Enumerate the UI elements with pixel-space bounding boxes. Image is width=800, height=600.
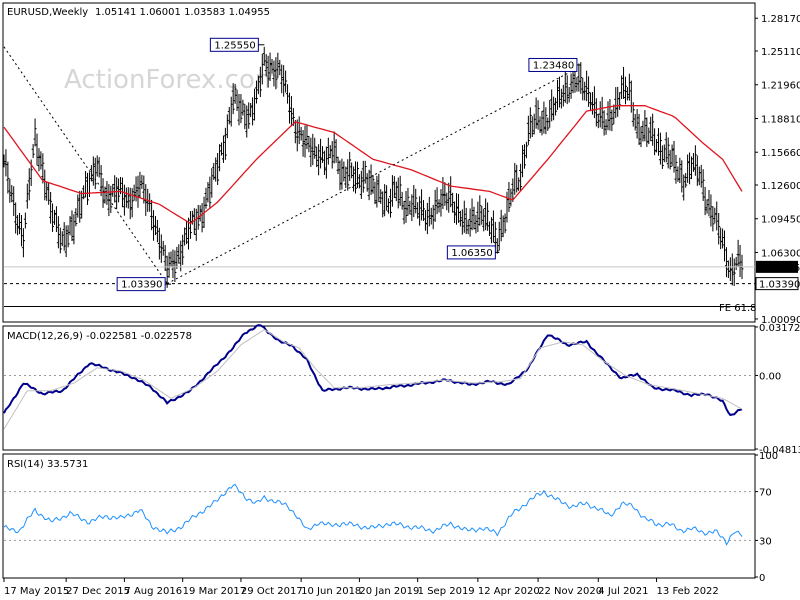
rsi-y-tick-label: 70 [759,488,772,499]
x-axis-tick-label: 12 Apr 2020 [478,586,540,597]
price-annotation-label: 1.06350 [451,248,492,259]
current-price-tag [756,260,798,273]
rsi-series-group: 100 70 30 0 [3,451,778,584]
x-axis-tick-label: 1 Sep 2019 [418,586,475,597]
trendlines-group [3,46,755,308]
price-header-symbol: EURUSD,Weekly [7,7,88,18]
x-axis-tick-label: 20 Jan 2019 [359,586,419,597]
macd-y-tick-label: 0.00 [759,371,781,382]
price-y-tick-label: 1.12600 [761,181,800,192]
support-price-tag-label: 1.03390 [759,280,800,291]
macd-y-tick-label: 0.031726 [759,323,800,334]
price-y-tick-label: 1.28170 [761,14,800,25]
rsi-panel-frame [2,453,756,579]
x-axis-tick-label: 22 Nov 2020 [538,586,602,597]
rsi-y-tick-label: 30 [759,536,772,547]
support-price-tag [755,277,799,291]
rsi-y-tick-label: 100 [759,451,778,462]
rsi-header: RSI(14) 33.5731 [7,459,88,470]
rsi-y-tick-label: 0 [759,573,765,584]
price-y-tick-label: 1.18810 [761,114,800,125]
annotations-group: 1.25550 1.03390 1.06350 1.23480 [116,37,581,292]
x-axis-tick-label: 19 Mar 2017 [183,586,246,597]
x-axis-tick-label: 13 Feb 2022 [657,586,719,597]
x-axis-tick-label: 7 Aug 2016 [124,586,182,597]
x-axis-tick-label: 17 May 2015 [4,586,69,597]
fe-label: FE 61.8 [719,303,757,314]
macd-y-tick-label: -0.048132 [759,445,800,456]
trendline-1 [166,68,578,285]
macd-panel-frame [2,325,756,451]
price-annotation-label: 1.23480 [533,60,574,71]
price-y-tick-label: 1.15660 [761,148,800,159]
price-annotation-label: 1.25550 [214,40,255,51]
macd-macd-line [3,324,743,417]
moving-average-line [3,105,743,225]
price-y-tick-label: 1.06300 [761,248,800,259]
watermark-text: ActionForex.com [64,65,280,95]
x-axis-tick-label: 29 Oct 2017 [241,586,303,597]
macd-signal-line [3,329,743,430]
macd-series-group: 0.031726 0.00 -0.048132 [3,323,800,456]
y-axis-ticks-group: 1.28170 1.25110 1.21960 1.18810 1.15660 1.126… [755,14,800,326]
x-axis-tick-label: 27 Dec 2015 [66,586,130,597]
price-y-tick-label: 1.25110 [761,47,800,58]
price-series-group [2,46,744,288]
current-price-tag-label: 1.04955 [759,263,800,274]
price-annotation-label: 1.03390 [121,280,162,291]
price-y-tick-label: 1.21960 [761,81,800,92]
price-y-tick-label: 1.09450 [761,215,800,226]
ma-series-group [3,105,743,225]
rsi-line [3,483,743,546]
price-header-ohlc: 1.05141 1.06001 1.03583 1.04955 [95,7,270,18]
x-axis-tick-label: 10 Jun 2018 [301,586,361,597]
price-panel-frame [2,2,756,323]
price-y-tick-label: 1.00090 [761,315,800,326]
x-axis-tick-label: 4 Jul 2021 [598,586,648,597]
macd-header: MACD(12,26,9) -0.022581 -0.022578 [7,331,192,342]
